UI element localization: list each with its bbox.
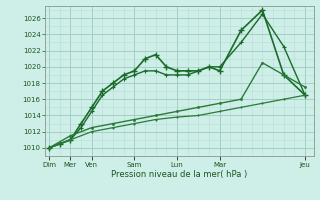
X-axis label: Pression niveau de la mer( hPa ): Pression niveau de la mer( hPa ) [111,170,247,179]
